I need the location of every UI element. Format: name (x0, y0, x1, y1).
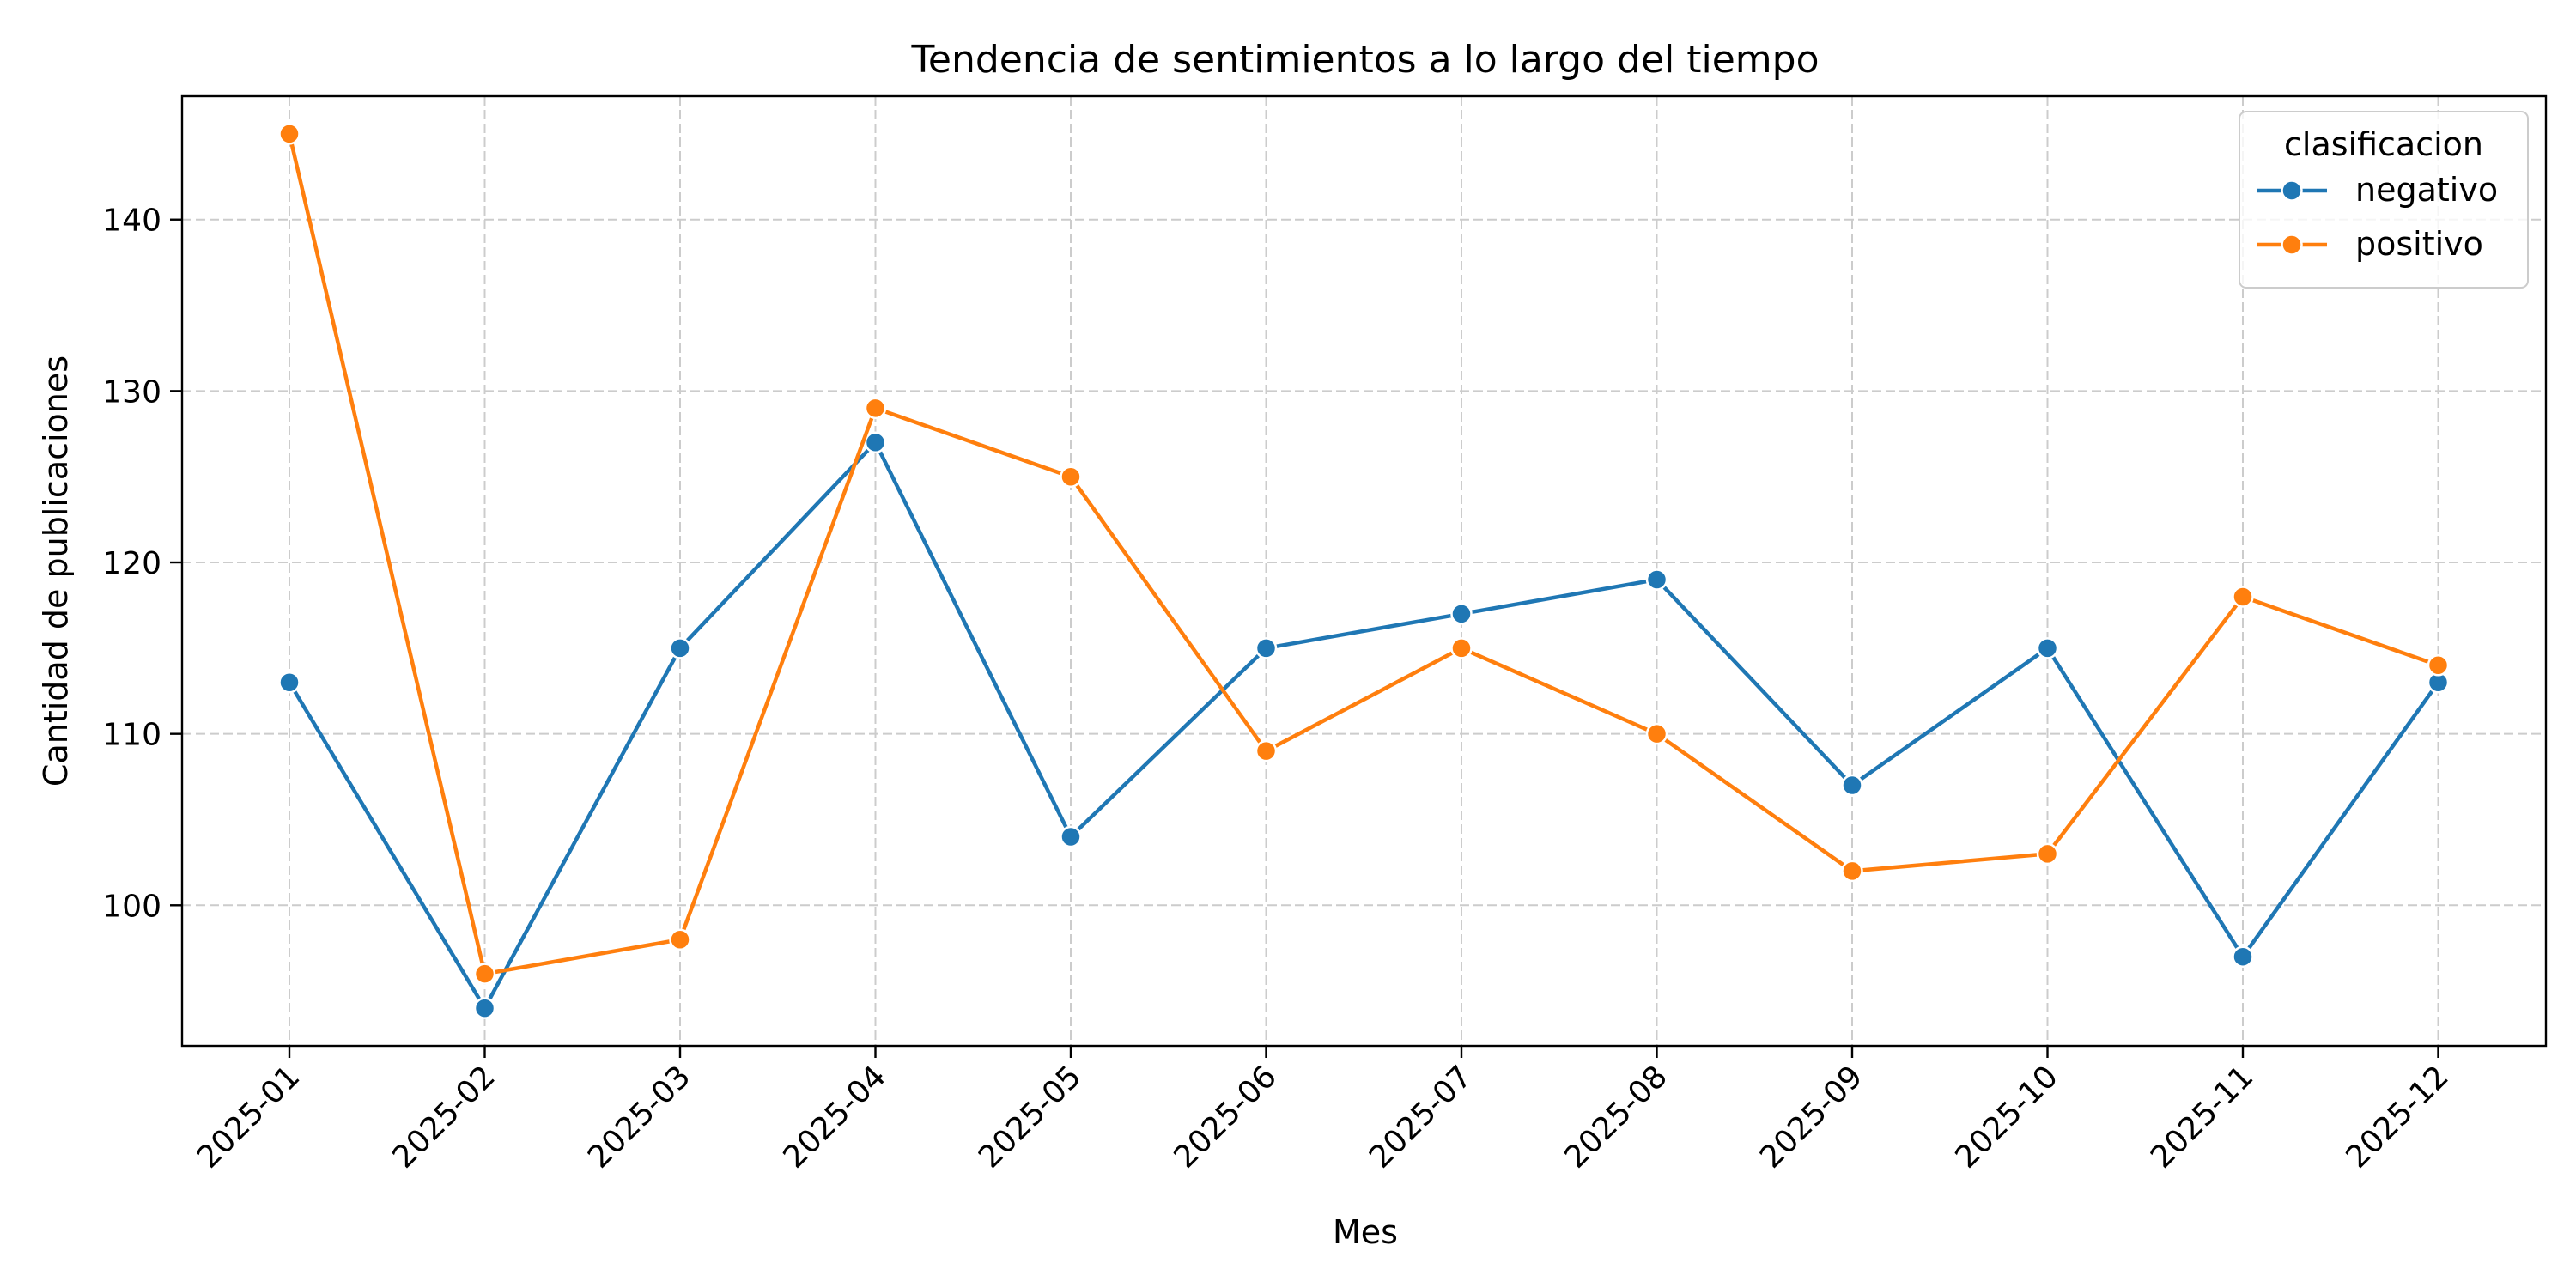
data-point-positivo (864, 397, 887, 420)
legend-title: clasificacion (2284, 125, 2483, 163)
data-point-positivo (1060, 465, 1082, 488)
legend-label: negativo (2355, 171, 2498, 209)
data-point-positivo (1255, 739, 1278, 762)
data-point-negativo (669, 637, 691, 659)
data-point-negativo (864, 431, 887, 454)
y-axis: 100 110 120 130 140 (102, 204, 182, 924)
y-axis-label: Cantidad de publicaciones (37, 355, 75, 787)
y-tick-label: 110 (102, 718, 161, 753)
data-point-positivo (2427, 654, 2450, 677)
data-point-positivo (1645, 722, 1668, 745)
data-point-negativo (2036, 637, 2059, 659)
series-negativo (278, 431, 2450, 1019)
plot-frame (180, 94, 2548, 1048)
data-point-negativo (278, 671, 301, 694)
chart-title: Tendencia de sentimientos a lo largo del… (911, 38, 1820, 82)
data-point-positivo (1841, 860, 1863, 883)
data-point-positivo (2036, 842, 2059, 866)
y-tick-label: 120 (102, 546, 161, 581)
data-point-positivo (669, 928, 691, 951)
series-line-positivo (287, 131, 2440, 976)
y-tick-label: 100 (102, 889, 161, 924)
legend: clasificacion negativo positivo (2239, 111, 2529, 289)
data-point-negativo (1255, 637, 1278, 659)
x-axis-label: Mes (1333, 1213, 1398, 1251)
legend-item-negativo: negativo (2257, 171, 2498, 209)
legend-marker (2281, 234, 2303, 256)
series-line-negativo (287, 440, 2440, 1011)
data-point-positivo (2232, 586, 2254, 608)
data-point-positivo (278, 123, 301, 145)
y-tick-label: 130 (102, 374, 161, 410)
data-point-positivo (1450, 637, 1473, 659)
legend-marker (2281, 179, 2303, 202)
data-point-negativo (473, 997, 496, 1019)
data-point-positivo (473, 963, 496, 985)
legend-items: negativo positivo (2257, 171, 2498, 263)
legend-item-positivo: positivo (2257, 225, 2483, 263)
data-point-negativo (1841, 774, 1863, 797)
series-layer (278, 123, 2450, 1019)
y-tick-label: 140 (102, 204, 161, 239)
data-point-negativo (1060, 825, 1082, 848)
data-point-negativo (2232, 945, 2254, 968)
data-point-negativo (1450, 603, 1473, 625)
data-point-negativo (1645, 568, 1668, 591)
series-positivo (278, 123, 2450, 985)
legend-label: positivo (2355, 225, 2483, 263)
grid-layer (182, 96, 2546, 1046)
